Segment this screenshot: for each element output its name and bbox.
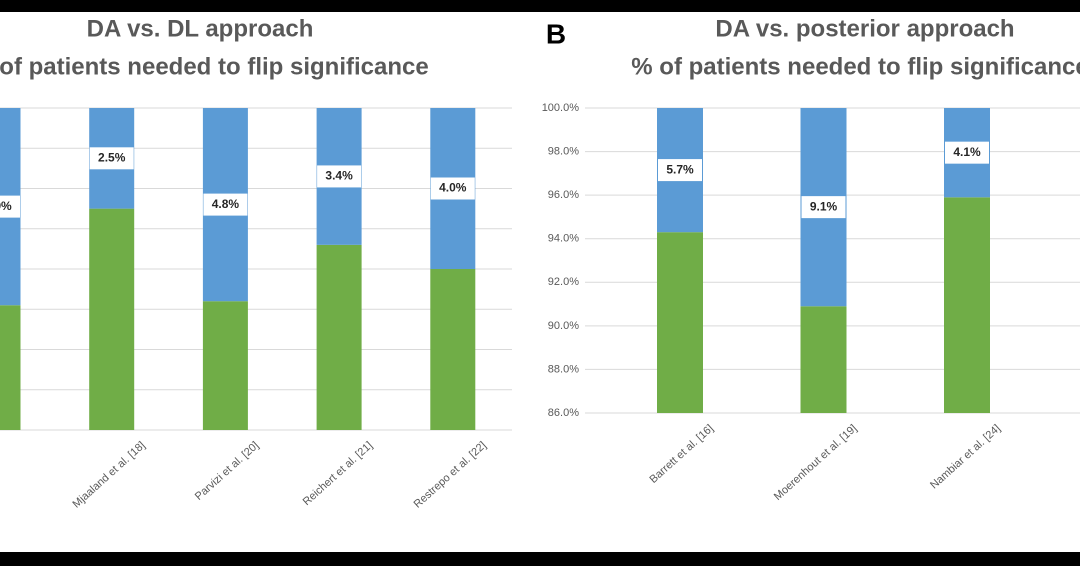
chart-title: DA vs. posterior approach (715, 15, 1014, 42)
y-tick-label: 98.0% (548, 145, 579, 157)
data-label: 4.8% (212, 197, 240, 211)
label-box (801, 196, 846, 219)
chart-subtitle: % of patients needed to flip significanc… (0, 53, 429, 80)
bar-segment (316, 244, 362, 430)
bar-segment (944, 197, 990, 413)
label-box (203, 193, 248, 216)
data-label: 3.4% (325, 169, 353, 183)
y-tick-label: 100.0% (542, 102, 580, 114)
label-box (658, 159, 702, 182)
bar-segment (430, 269, 476, 430)
y-tick-label: 88.0% (548, 363, 579, 375)
y-tick-label: 94.0% (548, 233, 579, 245)
bar-segment (800, 306, 847, 413)
label-box (0, 195, 20, 218)
data-label: 5.7% (666, 162, 694, 176)
divider (517, 12, 522, 552)
chart-title: DA vs. DL approach (87, 15, 314, 42)
y-tick-label: 96.0% (548, 189, 579, 201)
frame-bar (0, 0, 1080, 12)
bar-segment (202, 301, 248, 430)
y-tick-label: 92.0% (548, 276, 579, 288)
label-box (317, 165, 362, 188)
data-label: 4.9% (0, 199, 12, 213)
frame-bar (0, 552, 1080, 566)
data-label: 2.5% (98, 150, 126, 164)
chart-subtitle: % of patients needed to flip significanc… (631, 53, 1080, 80)
bar-segment (0, 305, 21, 430)
label-box (945, 141, 989, 164)
data-label: 4.0% (439, 181, 467, 195)
data-label: 4.1% (953, 145, 981, 159)
panel-label: B (546, 18, 566, 49)
bar-segment (657, 232, 703, 413)
data-label: 9.1% (810, 199, 838, 213)
label-box (430, 177, 475, 200)
label-box (89, 147, 134, 170)
y-tick-label: 90.0% (548, 320, 579, 332)
bar-segment (89, 208, 135, 430)
y-tick-label: 86.0% (548, 407, 579, 419)
